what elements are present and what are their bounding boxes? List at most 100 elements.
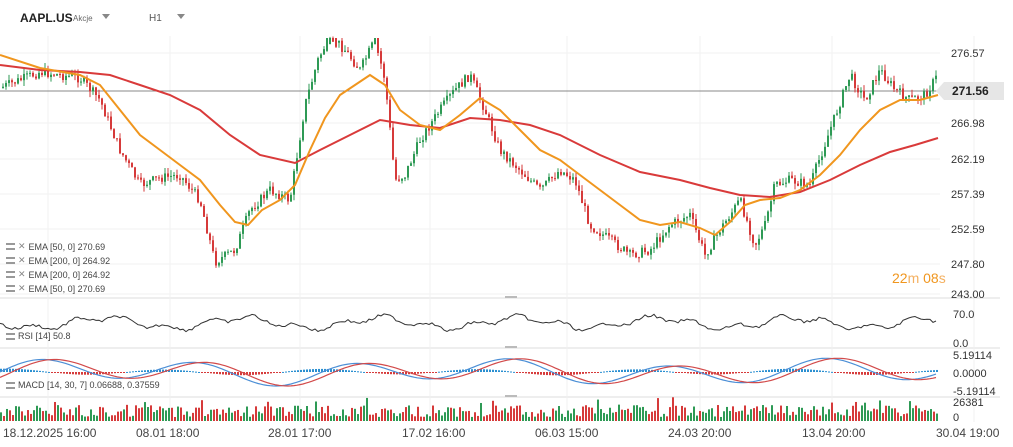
candle-body — [641, 247, 643, 258]
volume-bar — [144, 402, 146, 421]
candle-body — [800, 178, 802, 186]
candle-body — [440, 104, 442, 114]
macd-histogram-bar — [192, 371, 194, 373]
macd-histogram-bar — [36, 370, 38, 372]
volume-bar — [21, 411, 23, 421]
candle-body — [353, 59, 355, 67]
macd-histogram-bar — [291, 370, 293, 372]
close-icon[interactable]: ✕ — [18, 283, 26, 293]
volume-bar — [348, 416, 350, 421]
volume-bar — [858, 411, 860, 421]
macd-histogram-bar — [426, 372, 428, 373]
candle-body — [710, 249, 712, 255]
candle-body — [848, 79, 850, 87]
macd-histogram-bar — [696, 372, 698, 374]
volume-bar — [894, 408, 896, 421]
volume-bar — [168, 407, 170, 421]
macd-histogram-bar — [612, 370, 614, 372]
volume-bar — [723, 411, 725, 421]
timeframe-selector[interactable]: H1 — [149, 13, 162, 24]
indicator-ema50-a[interactable]: ✕ EMA [50, 0] 270.69 — [6, 241, 105, 252]
macd-histogram-bar — [0, 368, 2, 372]
candle-body — [854, 73, 856, 89]
macd-histogram-bar — [867, 372, 869, 375]
candle-body — [653, 247, 655, 249]
volume-bar — [753, 408, 755, 421]
macd-histogram-bar — [252, 372, 254, 375]
macd-histogram-bar — [915, 371, 917, 373]
volume-bar — [336, 415, 338, 421]
volume-bar — [681, 405, 683, 421]
close-icon[interactable]: ✕ — [18, 269, 26, 279]
volume-bar — [459, 407, 461, 421]
indicator-ema50-b[interactable]: ✕ EMA [50, 0] 270.69 — [6, 283, 105, 294]
symbol-label[interactable]: AAPL.US — [20, 11, 73, 25]
volume-bar — [543, 412, 545, 421]
candle-body — [725, 220, 727, 224]
volume-bar — [483, 416, 485, 421]
candle-body — [545, 180, 547, 186]
macd-histogram-bar — [339, 369, 341, 372]
menu-icon[interactable] — [6, 243, 15, 250]
indicator-rsi[interactable]: RSI [14] 50.8 — [6, 331, 71, 341]
candle-body — [413, 153, 415, 164]
macd-histogram-bar — [708, 372, 710, 375]
ema200-line — [0, 64, 939, 199]
macd-histogram-bar — [921, 371, 923, 373]
macd-histogram-bar — [45, 371, 47, 373]
timeframe-dropdown-icon[interactable] — [177, 14, 185, 19]
volume-bar — [249, 416, 251, 421]
menu-icon[interactable] — [6, 381, 15, 389]
macd-histogram-bar — [726, 372, 728, 375]
volume-bar — [414, 416, 416, 421]
macd-histogram-bar — [732, 372, 734, 374]
candle-body — [908, 95, 910, 97]
macd-histogram-bar — [438, 371, 440, 373]
candle-body — [746, 216, 748, 221]
volume-bar — [369, 414, 371, 421]
close-icon[interactable]: ✕ — [18, 241, 26, 251]
volume-bar — [66, 414, 68, 421]
macd-histogram-bar — [648, 369, 650, 372]
menu-icon[interactable] — [6, 332, 15, 340]
macd-histogram-bar — [660, 370, 662, 372]
macd-histogram-bar — [321, 368, 323, 372]
candle-body — [566, 172, 568, 177]
candle-body — [86, 77, 88, 83]
macd-histogram-bar — [357, 371, 359, 373]
candle-body — [731, 212, 733, 220]
menu-icon[interactable] — [6, 257, 15, 264]
candle-body — [563, 172, 565, 175]
indicator-macd[interactable]: MACD [14, 30, 7] 0.06688, 0.37559 — [6, 380, 160, 390]
candle-body — [926, 91, 928, 97]
close-icon[interactable]: ✕ — [18, 255, 26, 265]
candle-body — [797, 183, 799, 186]
macd-histogram-bar — [195, 371, 197, 373]
menu-icon[interactable] — [6, 271, 15, 278]
indicator-ema200-b[interactable]: ✕ EMA [200, 0] 264.92 — [6, 269, 110, 280]
candle-body — [518, 168, 520, 170]
candle-body — [197, 189, 199, 203]
candle-body — [899, 88, 901, 90]
volume-bar — [450, 407, 452, 421]
candle-body — [227, 251, 229, 253]
candle-body — [326, 38, 328, 51]
macd-histogram-bar — [420, 372, 422, 374]
volume-bar — [636, 405, 638, 421]
volume-bar — [447, 407, 449, 421]
macd-histogram-bar — [351, 370, 353, 372]
volume-bar — [375, 413, 377, 421]
volume-bar — [411, 414, 413, 421]
menu-icon[interactable] — [6, 285, 15, 292]
macd-histogram-bar — [930, 370, 932, 372]
volume-bar — [147, 407, 149, 421]
symbol-dropdown-icon[interactable] — [102, 14, 110, 19]
indicator-ema200-a[interactable]: ✕ EMA [200, 0] 264.92 — [6, 255, 110, 266]
candle-body — [560, 172, 562, 175]
volume-bar — [303, 410, 305, 421]
candle-body — [56, 74, 58, 76]
candle-body — [593, 228, 595, 233]
candle-body — [401, 178, 403, 181]
macd-histogram-bar — [12, 368, 14, 372]
